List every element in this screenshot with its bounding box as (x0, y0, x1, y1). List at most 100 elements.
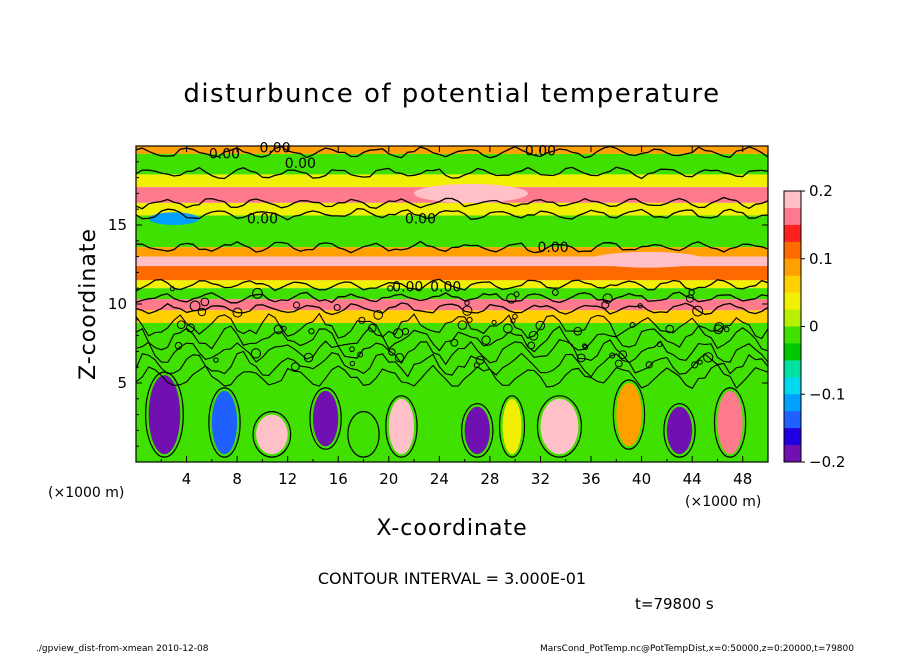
contour-blob (703, 352, 714, 363)
x-tick-label: 40 (632, 470, 651, 488)
x-tick-label: 28 (480, 470, 499, 488)
heatmap-patch (717, 390, 743, 455)
heatmap-band (136, 266, 768, 281)
contour-blob (450, 338, 459, 347)
contour-blob (645, 361, 653, 369)
contour-blob (656, 341, 663, 348)
heatmap-band (136, 280, 768, 289)
colorbar-segment (784, 377, 801, 395)
contour-blob (551, 289, 559, 296)
contour-blob (502, 323, 513, 334)
contour-blob (473, 362, 480, 369)
contour-line (136, 196, 768, 210)
contour-line (136, 240, 768, 254)
colorbar-segment (784, 258, 801, 277)
x-tick-label: 12 (278, 470, 297, 488)
contour-interval: CONTOUR INTERVAL = 3.000E-01 (318, 569, 586, 588)
colorbar-segment (784, 275, 801, 294)
time-label: t=79800 s (635, 595, 714, 613)
contour-blob (349, 346, 355, 353)
contour-blob (665, 324, 674, 334)
contour-blob (573, 326, 583, 336)
heatmap-patch (211, 390, 238, 455)
contour-blob (506, 293, 517, 304)
contour-label: 0.00 (392, 279, 423, 295)
contour-blob (392, 328, 404, 339)
y-tick-label: 15 (108, 216, 127, 234)
contour-blob (475, 355, 485, 365)
heatmap-patch (388, 398, 415, 455)
contour-line (136, 291, 768, 304)
heatmap-patch (414, 183, 528, 203)
contour-label: 0.00 (538, 240, 569, 256)
contour-blob (333, 303, 341, 312)
contour-line (136, 166, 768, 180)
footer-left: ./gpview_dist-from-xmean 2010-12-08 (36, 644, 209, 654)
contour-blob (367, 323, 377, 333)
contour-blob (373, 309, 384, 320)
colorbar: 0.2 0.1 0 −0.1 −0.2 (783, 182, 845, 471)
contour-blob (697, 359, 703, 365)
contour-loop (385, 395, 418, 458)
colorbar-segment (784, 445, 801, 463)
contour-line (136, 278, 768, 292)
contour-loop (536, 395, 582, 458)
heatmap-patch (256, 414, 288, 455)
colorbar-segment (784, 360, 801, 378)
contour-blob (691, 361, 699, 369)
contour-blob (535, 320, 546, 331)
contour-blob (637, 303, 643, 309)
contour-blob (713, 324, 724, 335)
heatmap-band (136, 153, 768, 175)
x-tick-label: 16 (329, 470, 348, 488)
contour-blob (601, 300, 610, 309)
contour-label: 0.00 (285, 156, 316, 172)
colorbar-segment (784, 224, 801, 243)
contour-loop (309, 387, 342, 450)
contour-loop (612, 379, 646, 450)
colorbar-segment (784, 292, 801, 311)
heatmap-field (136, 146, 768, 462)
heatmap-band (136, 247, 768, 257)
contour-blob (185, 323, 195, 333)
x-tick-label: 44 (683, 470, 702, 488)
colorbar-tick-label: 0.1 (809, 250, 833, 268)
contour-blob (169, 286, 175, 292)
chart-title: disturbunce of potential temperature (183, 79, 720, 109)
contour-blob (200, 297, 210, 307)
contour-line (136, 350, 768, 378)
contour-label: 0.00 (405, 211, 436, 227)
x-tick-label: 36 (581, 470, 600, 488)
contour-blob (618, 350, 628, 359)
colorbar-tick-label: −0.2 (809, 453, 845, 471)
y-tick-label: 5 (117, 374, 127, 392)
heatmap-patch (666, 406, 693, 455)
contour-blob (581, 343, 588, 349)
contour-blob (189, 300, 201, 312)
contour-blob (213, 357, 219, 363)
contour-label: 0.00 (430, 279, 461, 295)
x-unit-right: (×1000 m) (685, 494, 761, 510)
contour-blob (692, 305, 704, 317)
colorbar-segment (784, 411, 801, 429)
contour-blob (290, 362, 300, 372)
x-tick-label: 32 (531, 470, 550, 488)
contour-blob (576, 353, 586, 363)
contour-loop (208, 387, 241, 458)
x-axis-label: X-coordinate (376, 516, 527, 541)
contour-line (136, 312, 768, 340)
contour-loop (347, 411, 380, 458)
contour-blob (714, 322, 725, 333)
x-tick-label: 4 (182, 470, 192, 488)
contour-loop (252, 411, 292, 458)
contour-line (136, 146, 768, 159)
colorbar-segment (784, 343, 801, 361)
x-tick-label: 8 (232, 470, 242, 488)
contour-label: 0.00 (259, 140, 290, 156)
x-tick-label: 24 (430, 470, 449, 488)
contour-blob (387, 285, 394, 292)
colorbar-tick-label: −0.1 (809, 385, 845, 403)
contour-blob (629, 322, 636, 328)
x-unit-left: (×1000 m) (48, 485, 124, 501)
contour-blob (464, 300, 470, 306)
